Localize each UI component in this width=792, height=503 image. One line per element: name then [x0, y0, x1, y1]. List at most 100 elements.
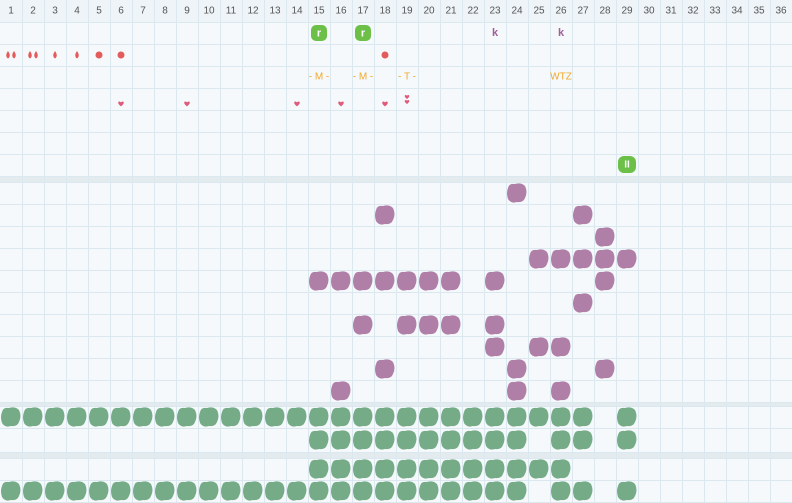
blob — [529, 249, 549, 269]
blob — [551, 459, 571, 479]
blob — [353, 407, 373, 427]
column-label: 29 — [621, 6, 633, 17]
heart — [382, 101, 388, 107]
column-label: 15 — [313, 6, 325, 17]
blob — [221, 481, 241, 501]
blob — [485, 407, 505, 427]
blob — [353, 430, 373, 450]
heart — [184, 101, 190, 107]
blob — [441, 481, 461, 501]
heart — [338, 101, 344, 107]
column-label: 13 — [269, 6, 281, 17]
blob — [441, 459, 461, 479]
blob — [375, 459, 395, 479]
blob — [463, 459, 483, 479]
blob — [397, 271, 417, 291]
blob — [617, 407, 637, 427]
blob — [67, 407, 87, 427]
column-label: 11 — [226, 6, 237, 17]
blob — [309, 481, 329, 501]
blob — [573, 205, 593, 225]
icon-label: k — [492, 27, 499, 39]
blob — [155, 481, 175, 501]
phase-label: - T - — [398, 72, 416, 83]
column-label: 17 — [357, 6, 369, 17]
blob — [309, 407, 329, 427]
blob — [617, 481, 637, 501]
blob — [331, 430, 351, 450]
blob — [595, 359, 615, 379]
blob — [573, 407, 593, 427]
column-label: 4 — [74, 6, 80, 17]
blob — [441, 407, 461, 427]
column-label: 14 — [291, 6, 303, 17]
blob — [595, 249, 615, 269]
blob — [375, 205, 395, 225]
column-label: 23 — [489, 6, 501, 17]
blob — [23, 481, 43, 501]
blob — [507, 430, 527, 450]
column-label: 20 — [423, 6, 435, 17]
column-label: 32 — [687, 6, 699, 17]
blob — [177, 481, 197, 501]
blob — [397, 459, 417, 479]
blob — [397, 315, 417, 335]
blob — [199, 407, 219, 427]
blob — [397, 407, 417, 427]
blob — [419, 271, 439, 291]
column-label: 9 — [184, 6, 190, 17]
column-label: 10 — [203, 6, 215, 17]
blob — [353, 271, 373, 291]
blob — [331, 459, 351, 479]
column-label: 30 — [643, 6, 655, 17]
column-label: 1 — [8, 6, 14, 17]
blob — [573, 430, 593, 450]
blob — [419, 315, 439, 335]
blob — [23, 407, 43, 427]
blob — [89, 407, 109, 427]
blob — [265, 481, 285, 501]
blob — [507, 381, 527, 401]
blob — [287, 481, 307, 501]
column-label: 28 — [599, 6, 611, 17]
blob — [133, 481, 153, 501]
column-label: 31 — [665, 6, 677, 17]
blob — [309, 271, 329, 291]
column-label: 27 — [577, 6, 589, 17]
blob — [573, 249, 593, 269]
icon-label: k — [558, 27, 565, 39]
column-label: 22 — [467, 6, 479, 17]
blob — [287, 407, 307, 427]
blob — [375, 407, 395, 427]
blob — [507, 359, 527, 379]
column-label: 7 — [140, 6, 146, 17]
blob — [485, 271, 505, 291]
dot — [95, 51, 103, 59]
blob — [45, 407, 65, 427]
column-label: 19 — [401, 6, 413, 17]
blob — [419, 407, 439, 427]
green-icon — [355, 25, 371, 41]
icon-label: r — [361, 27, 366, 39]
heart — [294, 101, 300, 107]
phase-label: - M - — [353, 72, 374, 83]
blob — [309, 430, 329, 450]
blob — [463, 430, 483, 450]
blob — [353, 481, 373, 501]
blob — [463, 481, 483, 501]
blob — [353, 315, 373, 335]
drop — [12, 51, 16, 59]
column-label: 34 — [731, 6, 743, 17]
blob — [419, 459, 439, 479]
blob — [441, 430, 461, 450]
column-label: 21 — [445, 6, 457, 17]
blob — [485, 481, 505, 501]
green-icon — [311, 25, 327, 41]
blob — [551, 430, 571, 450]
column-label: 3 — [52, 6, 58, 17]
column-label: 12 — [247, 6, 259, 17]
heart — [404, 100, 410, 104]
drop — [28, 51, 32, 59]
phase-label: - M - — [309, 72, 330, 83]
